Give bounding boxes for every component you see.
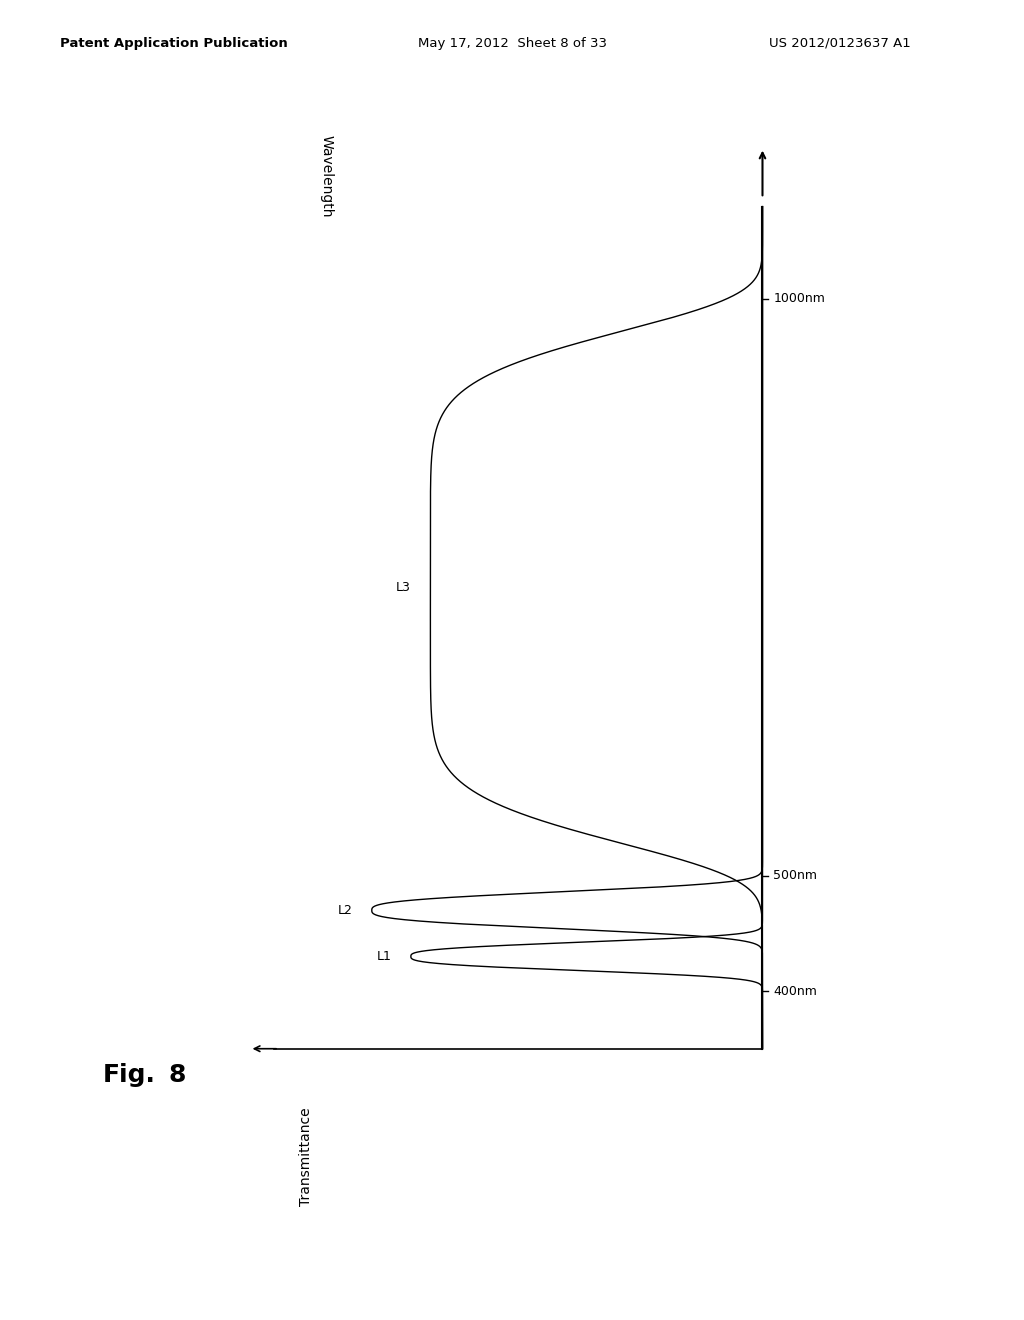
Text: Fig.: Fig. xyxy=(102,1063,156,1086)
Text: Patent Application Publication: Patent Application Publication xyxy=(60,37,288,50)
Text: May 17, 2012  Sheet 8 of 33: May 17, 2012 Sheet 8 of 33 xyxy=(418,37,606,50)
Text: L1: L1 xyxy=(377,950,391,962)
Text: US 2012/0123637 A1: US 2012/0123637 A1 xyxy=(769,37,910,50)
Text: Wavelength: Wavelength xyxy=(319,135,334,218)
Text: L3: L3 xyxy=(396,581,411,594)
Text: 400nm: 400nm xyxy=(773,985,817,998)
Text: 8: 8 xyxy=(169,1063,186,1086)
Text: 1000nm: 1000nm xyxy=(773,293,825,305)
Text: Transmittance: Transmittance xyxy=(299,1107,312,1206)
Text: 500nm: 500nm xyxy=(773,869,817,882)
Text: L2: L2 xyxy=(337,904,352,917)
